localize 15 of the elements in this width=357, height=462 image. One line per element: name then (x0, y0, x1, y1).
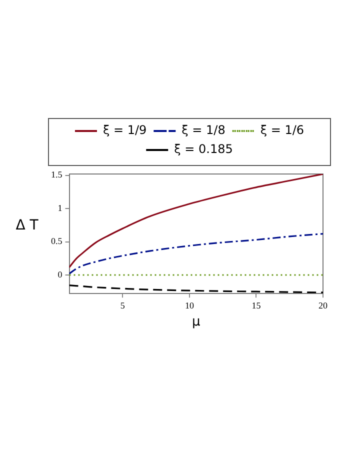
legend-label: ξ = 0.185 (174, 142, 233, 156)
y-axis-title: Δ T (16, 217, 39, 234)
legend-label: ξ = 1/8 (182, 123, 226, 138)
y-tick-label: 1 (58, 202, 62, 213)
legend-label: ξ = 1/9 (102, 123, 147, 138)
line-series (69, 233, 323, 274)
legend-label: ξ = 1/6 (260, 123, 304, 138)
y-tick-label: 0.5 (51, 236, 63, 246)
x-tick-label: 5 (120, 300, 126, 310)
y-tick-label: 0 (58, 269, 63, 280)
x-tick-label: 20 (318, 300, 328, 310)
x-axis-title: μ (192, 314, 200, 330)
x-tick-label: 10 (184, 300, 194, 310)
y-tick-label: 1.5 (51, 170, 63, 180)
x-tick-label: 15 (252, 300, 262, 310)
